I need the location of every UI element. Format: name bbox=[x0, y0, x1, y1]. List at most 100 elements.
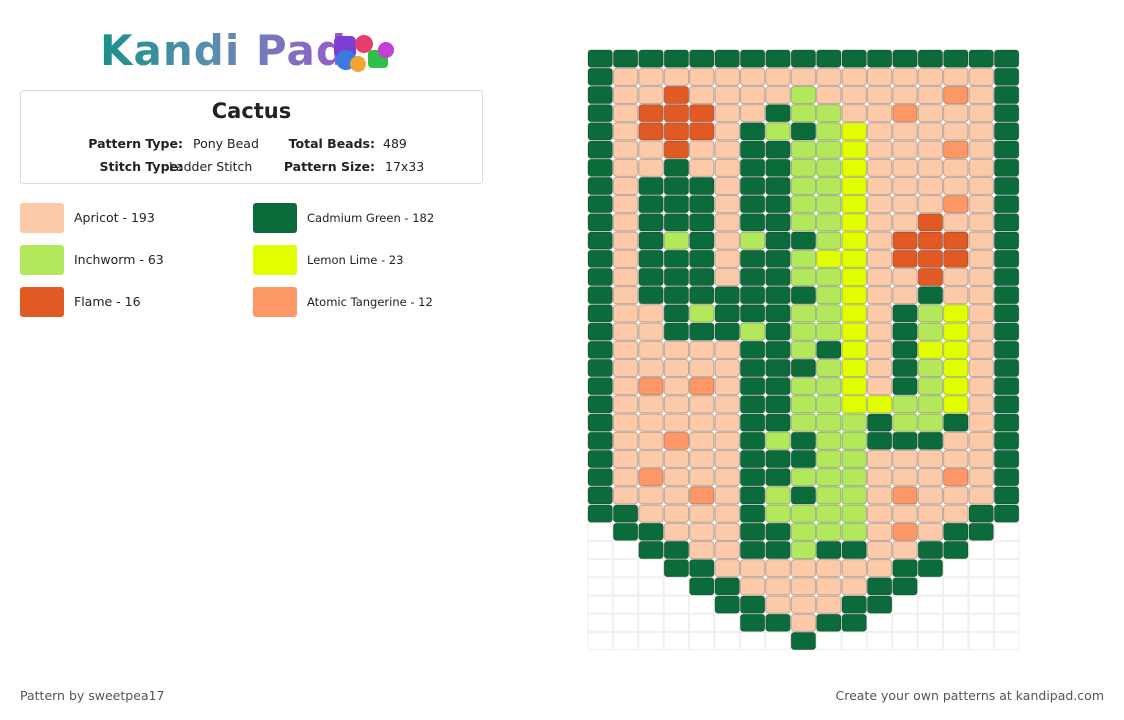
empty-cell bbox=[663, 595, 690, 614]
bead bbox=[587, 122, 613, 141]
bead bbox=[816, 85, 842, 105]
bead bbox=[765, 158, 791, 177]
bead bbox=[765, 358, 791, 378]
bead bbox=[790, 340, 817, 359]
bead bbox=[612, 213, 639, 232]
bead bbox=[739, 140, 766, 159]
bead bbox=[714, 595, 740, 614]
legend-label: Atomic Tangerine - 12 bbox=[307, 295, 433, 309]
bead bbox=[663, 522, 690, 541]
empty-cell bbox=[587, 559, 613, 578]
bead bbox=[892, 504, 918, 523]
bead bbox=[866, 104, 893, 123]
bead bbox=[612, 322, 639, 341]
swatch bbox=[253, 245, 297, 275]
bead bbox=[892, 158, 918, 177]
bead bbox=[841, 122, 867, 141]
legend-label: Flame - 16 bbox=[74, 294, 141, 309]
bead bbox=[816, 158, 842, 177]
bead bbox=[816, 304, 842, 323]
bead bbox=[790, 158, 817, 177]
bead bbox=[816, 195, 842, 214]
bead bbox=[638, 486, 664, 505]
bead bbox=[714, 358, 740, 378]
bead bbox=[714, 504, 740, 523]
empty-cell bbox=[968, 540, 994, 560]
bead bbox=[892, 85, 918, 105]
bead bbox=[790, 195, 817, 214]
bead bbox=[689, 559, 715, 578]
empty-cell bbox=[612, 631, 639, 651]
bead bbox=[663, 286, 690, 305]
bead bbox=[739, 540, 766, 560]
empty-cell bbox=[892, 595, 918, 614]
bead bbox=[689, 340, 715, 359]
bead bbox=[968, 49, 994, 68]
bead bbox=[943, 304, 969, 323]
value: Ladder Stitch bbox=[169, 159, 253, 174]
bead bbox=[866, 140, 893, 159]
empty-cell bbox=[892, 613, 918, 632]
bead bbox=[816, 322, 842, 341]
bead bbox=[587, 140, 613, 159]
bead bbox=[790, 431, 817, 450]
bead bbox=[943, 49, 969, 68]
bead bbox=[689, 395, 715, 414]
bead bbox=[638, 395, 664, 414]
author: Pattern by sweetpea17 bbox=[20, 688, 165, 703]
empty-cell bbox=[612, 540, 639, 560]
bead bbox=[790, 486, 817, 505]
bead bbox=[739, 104, 766, 123]
bead bbox=[587, 486, 613, 505]
empty-cell bbox=[663, 631, 690, 651]
bead bbox=[866, 213, 893, 232]
bead bbox=[739, 195, 766, 214]
empty-cell bbox=[765, 631, 791, 651]
bead bbox=[689, 249, 715, 268]
bead bbox=[917, 486, 944, 505]
bead bbox=[663, 104, 690, 123]
logo[interactable]: Kandi Pad bbox=[100, 26, 347, 75]
bead bbox=[638, 304, 664, 323]
bead bbox=[739, 231, 766, 250]
bead bbox=[841, 395, 867, 414]
bead bbox=[993, 504, 1020, 523]
bead bbox=[866, 85, 893, 105]
bead bbox=[892, 486, 918, 505]
empty-cell bbox=[866, 613, 893, 632]
bead bbox=[943, 104, 969, 123]
bead bbox=[739, 613, 766, 632]
bead bbox=[917, 49, 944, 68]
empty-cell bbox=[866, 631, 893, 651]
bead bbox=[739, 286, 766, 305]
bead bbox=[790, 140, 817, 159]
bead bbox=[689, 449, 715, 469]
bead bbox=[714, 559, 740, 578]
bead bbox=[917, 340, 944, 359]
bead bbox=[993, 304, 1020, 323]
bead bbox=[765, 122, 791, 141]
label: Stitch Type: bbox=[99, 159, 183, 174]
cta[interactable]: Create your own patterns at kandipad.com bbox=[835, 688, 1104, 703]
bead bbox=[739, 413, 766, 432]
bead bbox=[714, 449, 740, 469]
bead bbox=[917, 176, 944, 196]
bead bbox=[587, 322, 613, 341]
empty-cell bbox=[968, 631, 994, 651]
bead bbox=[968, 322, 994, 341]
bead bbox=[968, 486, 994, 505]
bead bbox=[689, 140, 715, 159]
bead bbox=[765, 595, 791, 614]
bead bbox=[816, 413, 842, 432]
bead bbox=[689, 104, 715, 123]
empty-cell bbox=[917, 631, 944, 651]
bead bbox=[816, 140, 842, 159]
bead bbox=[663, 486, 690, 505]
bead bbox=[790, 85, 817, 105]
bead bbox=[790, 358, 817, 378]
empty-cell bbox=[587, 631, 613, 651]
bead bbox=[612, 286, 639, 305]
empty-cell bbox=[968, 595, 994, 614]
bead bbox=[892, 304, 918, 323]
bead bbox=[993, 49, 1020, 68]
